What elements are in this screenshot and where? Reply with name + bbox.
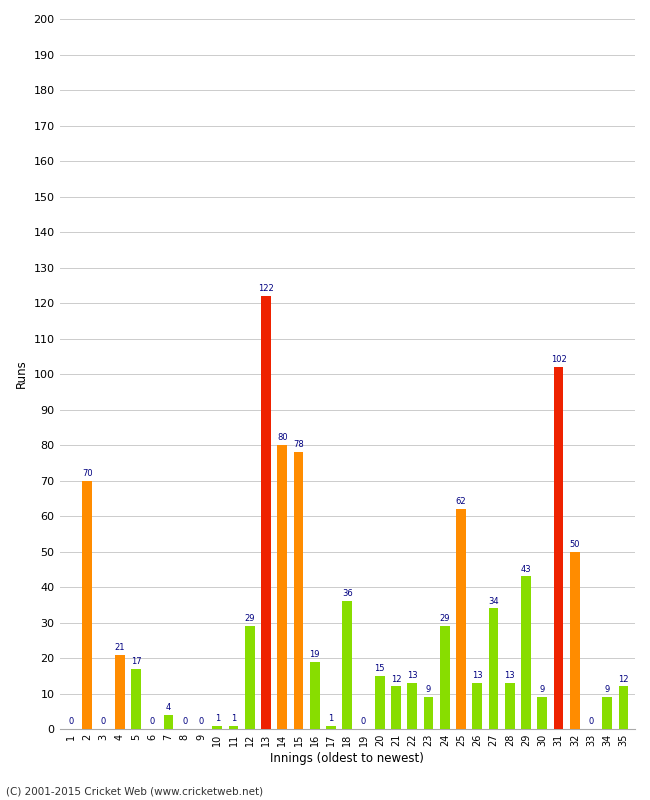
Bar (131, 669, 141, 729)
Text: 122: 122 (258, 284, 274, 293)
Text: 19: 19 (309, 650, 320, 658)
Bar (115, 654, 125, 729)
Bar (326, 726, 336, 729)
Bar (440, 626, 450, 729)
Text: 0: 0 (101, 718, 106, 726)
Bar (554, 367, 564, 729)
Text: 102: 102 (551, 355, 566, 364)
Text: 0: 0 (68, 718, 73, 726)
Bar (521, 577, 531, 729)
Text: 1: 1 (214, 714, 220, 722)
Text: (C) 2001-2015 Cricket Web (www.cricketweb.net): (C) 2001-2015 Cricket Web (www.cricketwe… (6, 786, 264, 796)
Text: 29: 29 (439, 614, 450, 623)
Text: 4: 4 (166, 703, 171, 712)
Text: 34: 34 (488, 597, 499, 606)
Text: 9: 9 (426, 686, 431, 694)
Text: 12: 12 (391, 674, 401, 684)
Text: 9: 9 (540, 686, 545, 694)
Bar (294, 452, 304, 729)
Text: 43: 43 (521, 565, 532, 574)
Text: 70: 70 (82, 469, 92, 478)
Bar (505, 683, 515, 729)
Text: 13: 13 (472, 671, 483, 680)
Bar (375, 676, 385, 729)
Text: 62: 62 (456, 497, 466, 506)
Text: 0: 0 (198, 718, 203, 726)
Text: 12: 12 (618, 674, 629, 684)
Bar (310, 662, 320, 729)
Text: 17: 17 (131, 657, 141, 666)
Bar (343, 602, 352, 729)
X-axis label: Innings (oldest to newest): Innings (oldest to newest) (270, 752, 424, 765)
Bar (278, 445, 287, 729)
Text: 13: 13 (504, 671, 515, 680)
Text: 15: 15 (374, 664, 385, 673)
Text: 50: 50 (569, 540, 580, 549)
Bar (424, 697, 434, 729)
Text: 13: 13 (407, 671, 417, 680)
Text: 36: 36 (342, 590, 353, 598)
Bar (489, 608, 499, 729)
Bar (570, 551, 580, 729)
Bar (213, 726, 222, 729)
Y-axis label: Runs: Runs (15, 360, 28, 389)
Bar (473, 683, 482, 729)
Bar (245, 626, 255, 729)
Text: 0: 0 (150, 718, 155, 726)
Bar (164, 715, 174, 729)
Bar (391, 686, 401, 729)
Text: 0: 0 (361, 718, 366, 726)
Text: 9: 9 (604, 686, 610, 694)
Text: 80: 80 (277, 434, 287, 442)
Bar (83, 481, 92, 729)
Bar (456, 509, 466, 729)
Text: 1: 1 (231, 714, 236, 722)
Bar (261, 296, 271, 729)
Bar (408, 683, 417, 729)
Bar (603, 697, 612, 729)
Text: 29: 29 (244, 614, 255, 623)
Text: 0: 0 (182, 718, 187, 726)
Text: 21: 21 (114, 642, 125, 652)
Text: 0: 0 (588, 718, 593, 726)
Bar (538, 697, 547, 729)
Text: 78: 78 (293, 440, 304, 450)
Bar (229, 726, 239, 729)
Text: 1: 1 (328, 714, 333, 722)
Bar (619, 686, 629, 729)
